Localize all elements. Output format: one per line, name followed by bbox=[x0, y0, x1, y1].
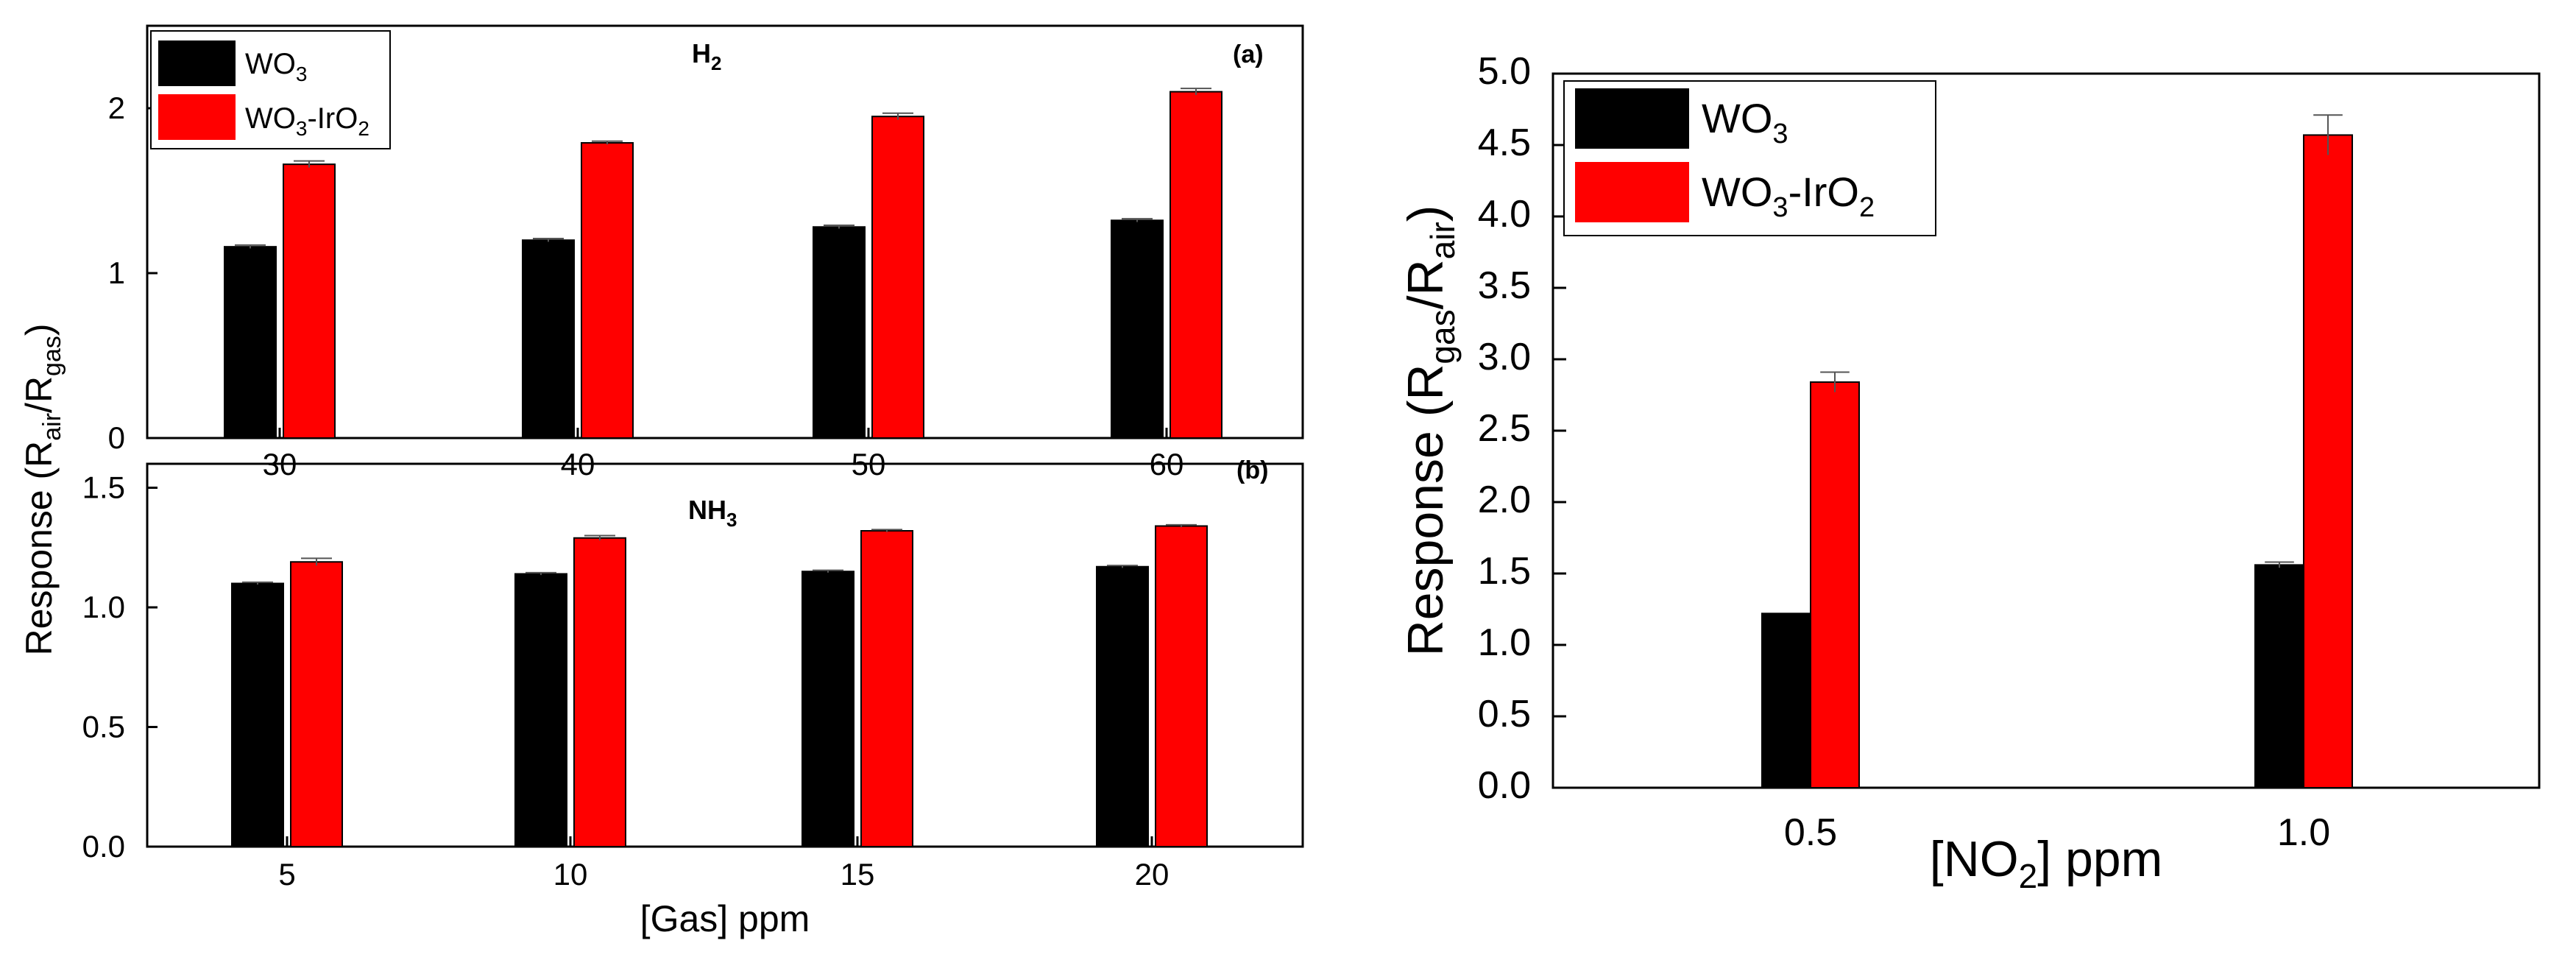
no2-chart: 0.0 0.5 1.0 1.5 2.0 2.5 3.0 3.5 4.0 4.5 5.0 0.5 1.0… bbox=[1478, 50, 2541, 854]
h2-title: H2 bbox=[692, 38, 721, 74]
h2-bar-wo3 bbox=[522, 239, 575, 439]
no2-x-tick-label: 0.5 bbox=[1784, 811, 1837, 854]
h2-legend-label-wo3: WO3 bbox=[245, 48, 307, 85]
no2-bars bbox=[1761, 114, 2353, 789]
no2-y-tick-label: 1.0 bbox=[1478, 621, 1531, 664]
nh3-y-tick-label: 1.5 bbox=[82, 470, 125, 505]
no2-legend-swatch-irO2 bbox=[1575, 162, 1689, 222]
nh3-x-tick-label: 5 bbox=[278, 857, 295, 892]
no2-y-tick-label: 0.5 bbox=[1478, 693, 1531, 735]
nh3-bars bbox=[231, 523, 1208, 847]
no2-bar-wo3 bbox=[1761, 613, 1811, 788]
no2-legend-label-irO2: WO3-IrO2 bbox=[1702, 169, 1875, 223]
no2-y-tick-label: 0.0 bbox=[1478, 764, 1531, 807]
nh3-panel-label: (b) bbox=[1236, 456, 1268, 484]
h2-y-tick-label: 2 bbox=[108, 91, 125, 125]
h2-bar-wo3-iro2 bbox=[1170, 91, 1222, 439]
no2-legend: WO3 WO3-IrO2 bbox=[1563, 80, 1936, 236]
h2-bar-wo3 bbox=[224, 246, 277, 439]
no2-legend-swatch-wo3 bbox=[1575, 88, 1689, 149]
no2-y-tick-label: 1.5 bbox=[1478, 550, 1531, 593]
nh3-bar-wo3-iro2 bbox=[573, 537, 626, 847]
nh3-y-tick-label: 0.0 bbox=[82, 829, 125, 864]
nh3-title: NH3 bbox=[688, 495, 737, 531]
nh3-bar-wo3 bbox=[514, 573, 567, 847]
nh3-y-tick-label: 1.0 bbox=[82, 590, 125, 624]
h2-bar-wo3 bbox=[1111, 219, 1164, 439]
no2-y-tick-label: 4.0 bbox=[1478, 193, 1531, 236]
no2-y-tick-label: 2.0 bbox=[1478, 479, 1531, 521]
h2-bar-wo3 bbox=[813, 226, 866, 439]
nh3-bar-wo3 bbox=[802, 571, 854, 847]
h2-y-tick-label: 1 bbox=[108, 255, 125, 290]
h2-chart: 0 1 2 30 40 50 60 H2 (a) WO3 WO3-IrO2 bbox=[108, 24, 1304, 481]
nh3-bar-wo3 bbox=[231, 582, 284, 847]
nh3-x-tick-label: 10 bbox=[553, 857, 588, 892]
h2-y-tick-label: 0 bbox=[108, 420, 125, 455]
nh3-y-tick-label: 0.5 bbox=[82, 710, 125, 744]
h2-bar-wo3-iro2 bbox=[283, 163, 336, 439]
no2-y-tick-label: 3.0 bbox=[1478, 336, 1531, 378]
left-y-axis-title: Response (Rair/Rgas) bbox=[18, 323, 66, 655]
no2-bar-wo3 bbox=[2254, 564, 2304, 788]
nh3-chart: 0.0 0.5 1.0 1.5 5 10 15 20 NH3 (b) bbox=[82, 456, 1304, 892]
h2-y-axis: 0 1 2 bbox=[108, 91, 158, 455]
nh3-bar-wo3-iro2 bbox=[860, 530, 913, 847]
no2-bar-wo3-iro2 bbox=[2303, 134, 2353, 789]
no2-y-tick-label: 3.5 bbox=[1478, 264, 1531, 307]
h2-legend: WO3 WO3-IrO2 bbox=[150, 30, 391, 149]
h2-legend-label-irO2: WO3-IrO2 bbox=[245, 102, 369, 140]
no2-y-axis: 0.0 0.5 1.0 1.5 2.0 2.5 3.0 3.5 4.0 4.5 5.0 bbox=[1478, 50, 1566, 807]
no2-x-axis: 0.5 1.0 bbox=[1784, 774, 2330, 854]
h2-bars bbox=[224, 88, 1222, 439]
h2-bar-wo3-iro2 bbox=[581, 142, 634, 439]
nh3-bar-wo3 bbox=[1096, 565, 1149, 847]
right-y-axis-title: Response (Rgas/Rair) bbox=[1398, 205, 1462, 657]
h2-panel-label: (a) bbox=[1233, 40, 1264, 68]
no2-bar-wo3-iro2 bbox=[1810, 381, 1860, 788]
h2-plot-frame bbox=[146, 24, 1304, 440]
no2-y-tick-label: 4.5 bbox=[1478, 121, 1531, 164]
no2-legend-label-wo3: WO3 bbox=[1702, 95, 1788, 149]
no2-y-tick-label: 5.0 bbox=[1478, 50, 1531, 93]
nh3-x-tick-label: 20 bbox=[1135, 857, 1170, 892]
no2-x-tick-label: 1.0 bbox=[2277, 811, 2330, 854]
h2-x-axis: 30 40 50 60 bbox=[263, 428, 1183, 481]
left-x-axis-title: [Gas] ppm bbox=[640, 898, 810, 939]
h2-legend-swatch-wo3 bbox=[158, 40, 236, 86]
right-x-axis-title: [NO2] ppm bbox=[1930, 831, 2163, 895]
h2-bar-wo3-iro2 bbox=[871, 116, 924, 439]
h2-legend-swatch-irO2 bbox=[158, 94, 236, 140]
nh3-bar-wo3-iro2 bbox=[290, 561, 343, 847]
nh3-y-axis: 0.0 0.5 1.0 1.5 bbox=[82, 470, 158, 864]
nh3-x-tick-label: 15 bbox=[841, 857, 875, 892]
nh3-bar-wo3-iro2 bbox=[1155, 525, 1208, 847]
nh3-plot-frame bbox=[146, 462, 1304, 848]
nh3-x-axis: 5 10 15 20 bbox=[278, 836, 1169, 892]
no2-y-tick-label: 2.5 bbox=[1478, 407, 1531, 450]
